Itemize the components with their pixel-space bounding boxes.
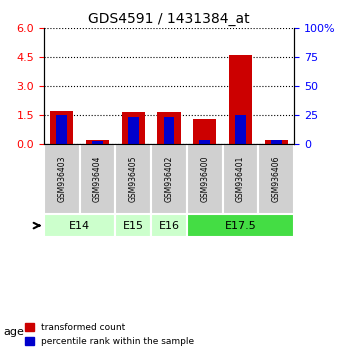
Bar	[265, 139, 288, 144]
Bar	[223, 144, 258, 214]
Text: GSM936405: GSM936405	[129, 156, 138, 202]
Bar	[271, 140, 282, 144]
Bar	[199, 140, 210, 144]
Text: GSM936400: GSM936400	[200, 156, 209, 202]
Text: GSM936406: GSM936406	[272, 156, 281, 202]
Bar	[80, 144, 115, 214]
Bar	[258, 144, 294, 214]
Text: E15: E15	[123, 221, 144, 230]
Bar	[229, 55, 252, 144]
Text: GSM936404: GSM936404	[93, 156, 102, 202]
Bar	[115, 214, 151, 237]
Bar	[187, 214, 294, 237]
Bar	[158, 113, 180, 144]
Bar	[56, 115, 67, 144]
Bar	[128, 116, 139, 144]
Bar	[92, 142, 103, 144]
Text: E16: E16	[159, 221, 179, 230]
Bar	[151, 214, 187, 237]
Text: GSM936403: GSM936403	[57, 156, 66, 202]
Bar	[187, 144, 223, 214]
Bar	[115, 144, 151, 214]
Bar	[151, 144, 187, 214]
Text: GSM936402: GSM936402	[165, 156, 173, 202]
Bar	[86, 141, 109, 144]
Text: age: age	[3, 327, 24, 337]
Bar	[50, 112, 73, 144]
Bar	[164, 116, 174, 144]
Bar	[44, 214, 115, 237]
Bar	[235, 115, 246, 144]
Text: GSM936401: GSM936401	[236, 156, 245, 202]
Legend: transformed count, percentile rank within the sample: transformed count, percentile rank withi…	[21, 320, 198, 349]
Text: E14: E14	[69, 221, 90, 230]
Bar	[193, 119, 216, 144]
Bar	[44, 144, 80, 214]
Text: E17.5: E17.5	[224, 221, 256, 230]
Bar	[122, 113, 145, 144]
Title: GDS4591 / 1431384_at: GDS4591 / 1431384_at	[88, 12, 250, 26]
